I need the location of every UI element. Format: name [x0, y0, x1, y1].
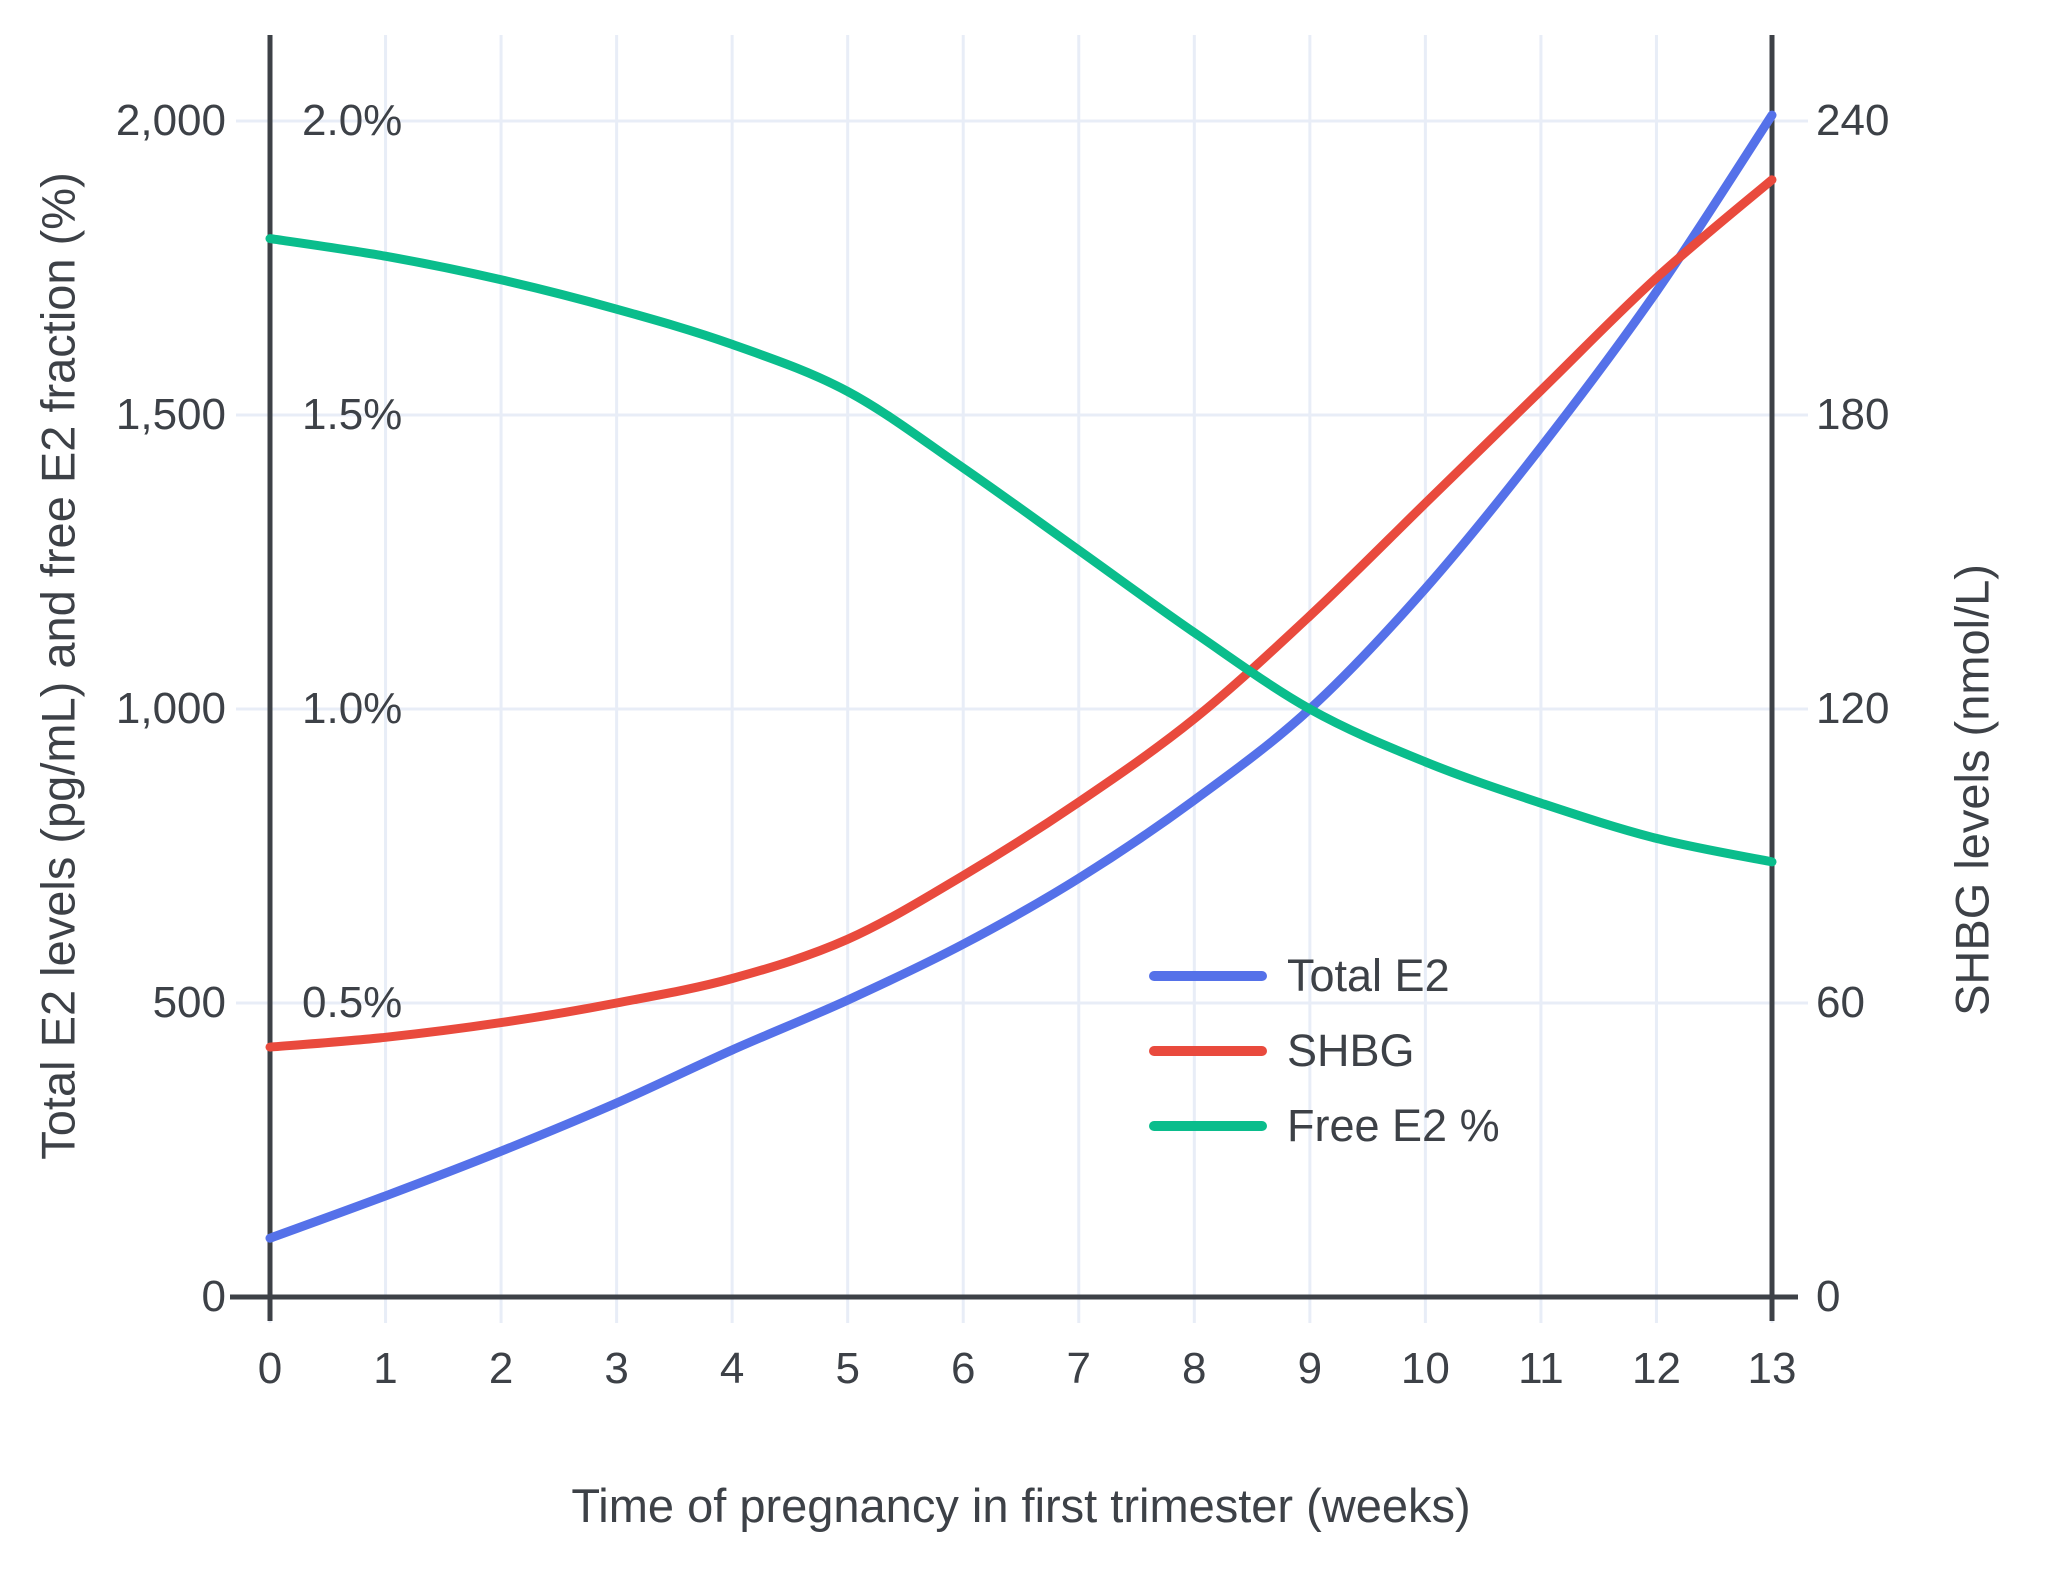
- y-right-tick-label: 240: [1816, 96, 1890, 145]
- y-left-percent-tick-label: 1.0%: [302, 684, 403, 733]
- y-left-axis-title: Total E2 levels (pg/mL) and free E2 frac…: [31, 172, 85, 1160]
- x-tick-label: 3: [604, 1344, 629, 1393]
- legend-label-total-e2: Total E2: [1287, 949, 1450, 1001]
- legend-item-shbg[interactable]: SHBG: [1149, 1013, 1500, 1088]
- x-tick-label: 10: [1400, 1344, 1450, 1393]
- legend-label-shbg: SHBG: [1287, 1024, 1415, 1076]
- legend-swatch-shbg: [1149, 1045, 1267, 1056]
- x-tick-label: 9: [1297, 1344, 1323, 1393]
- y-left-percent-tick-label: 1.5%: [302, 390, 403, 439]
- series-line-total-e2: [265, 110, 1777, 1243]
- legend-item-free-e2[interactable]: Free E2 %: [1149, 1088, 1500, 1163]
- y-right-tick-label: 180: [1816, 390, 1890, 439]
- x-tick-label: 0: [257, 1344, 283, 1393]
- y-left-tick-label: 0: [201, 1272, 226, 1321]
- y-right-axis-title: SHBG levels (nmol/L): [1945, 564, 1999, 1016]
- y-right-tick-label: 120: [1816, 684, 1890, 733]
- y-left-tick-label: 1,000: [115, 684, 226, 733]
- x-tick-label: 13: [1747, 1344, 1797, 1393]
- legend-item-total-e2[interactable]: Total E2: [1149, 938, 1500, 1013]
- x-tick-label: 8: [1182, 1344, 1207, 1393]
- series-line-free-e2-: [265, 234, 1777, 867]
- y-left-percent-tick-label: 0.5%: [302, 978, 403, 1027]
- x-tick-label: 11: [1518, 1344, 1564, 1393]
- legend-label-free-e2: Free E2 %: [1287, 1099, 1500, 1151]
- x-tick-label: 7: [1066, 1344, 1092, 1393]
- x-tick-label: 4: [719, 1344, 745, 1393]
- x-tick-label: 1: [373, 1344, 398, 1393]
- x-axis-title: Time of pregnancy in first trimester (we…: [571, 1479, 1471, 1532]
- y-left-tick-label: 500: [152, 978, 226, 1027]
- x-tick-label: 5: [835, 1344, 860, 1393]
- series-line-shbg: [265, 175, 1777, 1052]
- y-right-tick-label: 0: [1816, 1272, 1841, 1321]
- y-right-tick-label: 60: [1816, 978, 1865, 1027]
- y-left-tick-label: 1,500: [115, 390, 226, 439]
- x-tick-label: 6: [950, 1344, 976, 1393]
- legend-swatch-total-e2: [1149, 970, 1267, 981]
- y-left-percent-tick-label: 2.0%: [302, 96, 403, 145]
- legend-swatch-free-e2: [1149, 1120, 1267, 1131]
- y-left-tick-label: 2,000: [115, 96, 226, 145]
- x-tick-label: 2: [488, 1344, 514, 1393]
- legend: Total E2 SHBG Free E2 %: [1149, 938, 1500, 1163]
- x-tick-label: 12: [1631, 1344, 1681, 1393]
